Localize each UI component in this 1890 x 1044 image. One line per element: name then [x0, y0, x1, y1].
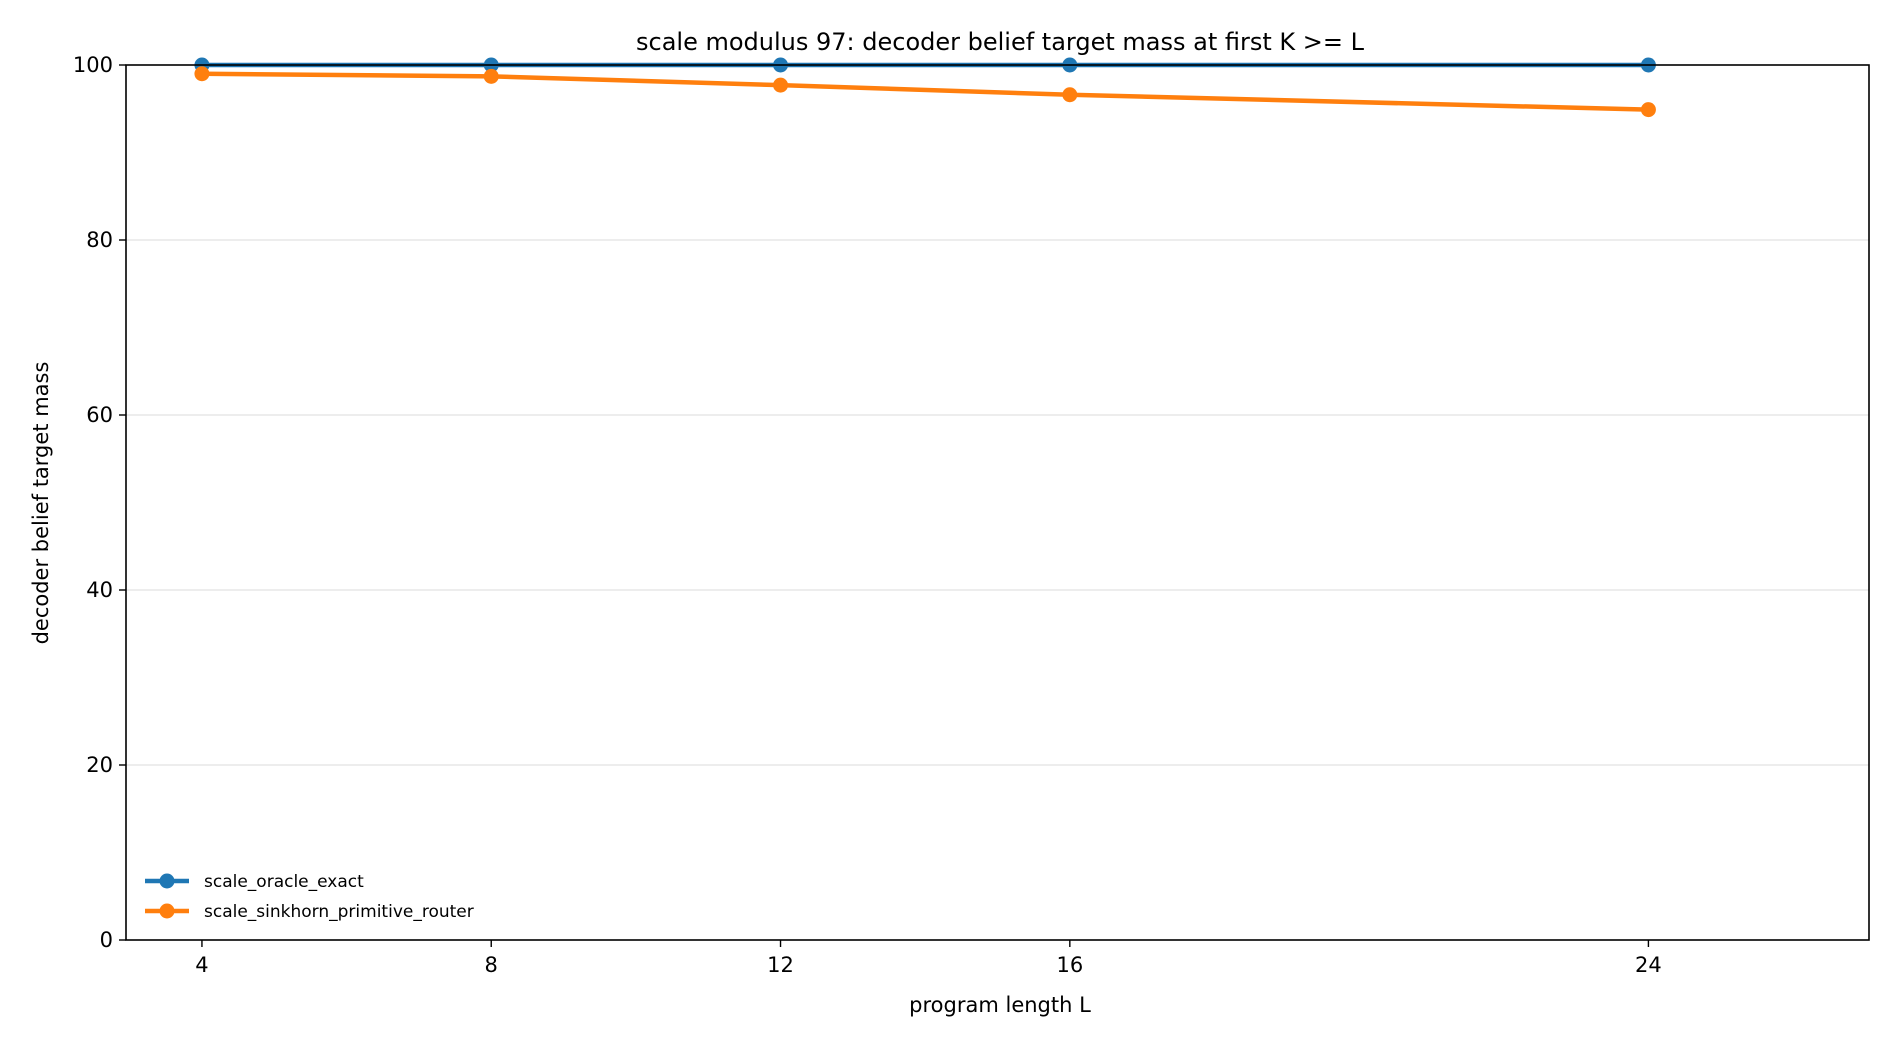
- y-tick-label: 60: [86, 403, 113, 427]
- y-tick-label: 0: [100, 928, 113, 952]
- x-tick-label: 8: [485, 953, 498, 977]
- legend-label: scale_sinkhorn_primitive_router: [204, 902, 474, 922]
- data-point: [194, 66, 210, 82]
- data-point: [1640, 102, 1656, 118]
- y-tick-label: 20: [86, 753, 113, 777]
- y-tick-label: 40: [86, 578, 113, 602]
- x-tick-label: 24: [1635, 953, 1662, 977]
- plot-area-frame: [125, 64, 1870, 941]
- x-axis: 4 8 12 16 24: [195, 940, 1662, 977]
- y-tick-label: 100: [73, 53, 113, 77]
- legend-label: scale_oracle_exact: [204, 872, 364, 892]
- chart-title: scale modulus 97: decoder belief target …: [636, 28, 1365, 56]
- grid-lines: [126, 239, 1869, 766]
- legend-item[interactable]: scale_oracle_exact: [145, 872, 364, 892]
- x-axis-label: program length L: [909, 993, 1091, 1017]
- x-tick-label: 4: [195, 953, 208, 977]
- legend-item[interactable]: scale_sinkhorn_primitive_router: [145, 902, 474, 922]
- data-point: [773, 77, 789, 93]
- data-point: [1062, 87, 1078, 103]
- legend[interactable]: scale_oracle_exact scale_sinkhorn_primiti…: [145, 872, 474, 922]
- legend-marker: [159, 873, 175, 889]
- y-tick-label: 80: [86, 228, 113, 252]
- legend-marker: [159, 903, 175, 919]
- y-axis-label: decoder belief target mass: [29, 362, 53, 645]
- y-axis: 0 20 40 60 80 100: [73, 53, 126, 952]
- x-tick-label: 12: [767, 953, 794, 977]
- x-tick-label: 16: [1056, 953, 1083, 977]
- series-scale_sinkhorn_primitive_router: [194, 66, 1656, 118]
- data-point: [483, 68, 499, 84]
